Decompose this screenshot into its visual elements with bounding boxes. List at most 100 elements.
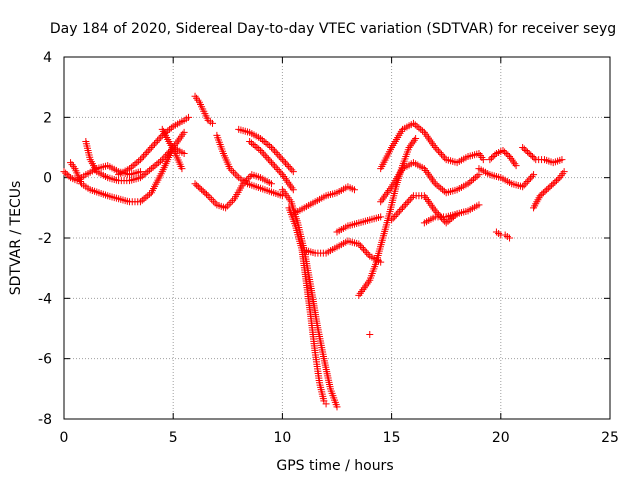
- data-point-marker: [409, 138, 417, 146]
- data-point-marker: [464, 180, 472, 188]
- data-point-marker: [413, 122, 421, 130]
- data-point-marker: [520, 145, 528, 153]
- data-point-marker: [280, 157, 288, 165]
- data-point-marker: [438, 150, 446, 158]
- data-point-marker: [543, 186, 551, 194]
- data-point-marker: [231, 170, 239, 178]
- data-point-marker: [264, 140, 272, 148]
- data-point-marker: [433, 209, 441, 217]
- data-point-marker: [504, 151, 512, 159]
- axis-ticks: 0 5 10 15 20 25 -8 -6 -4 -2 0 2 4: [38, 50, 619, 446]
- data-point-marker: [356, 242, 364, 250]
- data-point-marker: [127, 163, 135, 171]
- data-point-marker: [264, 155, 272, 163]
- data-point-marker: [208, 195, 216, 203]
- data-point-marker: [488, 154, 496, 162]
- data-point-marker: [135, 157, 143, 165]
- data-point-marker: [519, 183, 527, 191]
- data-point-marker: [527, 151, 535, 159]
- data-point-marker: [262, 139, 270, 147]
- data-point-marker: [322, 400, 330, 408]
- data-point-marker: [138, 154, 146, 162]
- data-point-marker: [196, 184, 204, 192]
- x-tick-label: 5: [169, 430, 178, 446]
- series-arc-13: [289, 183, 358, 218]
- data-point-marker: [350, 186, 358, 194]
- x-tick-label: 0: [60, 430, 69, 446]
- data-point-marker: [406, 142, 414, 150]
- data-point-marker: [275, 167, 283, 175]
- data-point-marker: [165, 149, 173, 157]
- data-point-marker: [507, 154, 515, 162]
- data-point-marker: [140, 152, 148, 160]
- data-point-marker: [180, 128, 188, 136]
- data-point-marker: [538, 190, 546, 198]
- data-point-marker: [403, 199, 411, 207]
- data-point-marker: [366, 331, 374, 339]
- data-point-marker: [222, 204, 230, 212]
- data-point-marker: [150, 140, 158, 148]
- data-point-marker: [63, 171, 71, 179]
- data-point-marker: [417, 125, 425, 133]
- y-tick-label: -6: [38, 352, 52, 368]
- data-point-marker: [204, 192, 212, 200]
- data-point-marker: [520, 181, 528, 189]
- data-point-marker: [389, 214, 397, 222]
- data-point-marker: [468, 177, 476, 185]
- data-point-marker: [133, 159, 141, 167]
- data-point-marker: [509, 158, 517, 166]
- data-point-marker: [258, 136, 266, 144]
- data-point-marker: [244, 174, 252, 182]
- data-point-marker: [147, 165, 155, 173]
- y-tick-label: 4: [43, 50, 52, 66]
- data-point-marker: [506, 153, 514, 161]
- data-point-marker: [156, 157, 164, 165]
- data-point-marker: [166, 125, 174, 133]
- data-point-marker: [491, 151, 499, 159]
- data-point-marker: [489, 153, 497, 161]
- data-point-marker: [434, 147, 442, 155]
- series-arc-24: [492, 228, 514, 242]
- data-point-marker: [146, 190, 154, 198]
- data-point-marker: [163, 150, 171, 158]
- data-point-marker: [363, 249, 371, 257]
- x-axis-label: GPS time / hours: [276, 458, 393, 474]
- data-point-marker: [146, 145, 154, 153]
- data-point-marker: [60, 168, 68, 176]
- data-point-marker: [267, 144, 275, 151]
- data-point-marker: [560, 168, 568, 176]
- data-point-marker: [470, 175, 477, 183]
- data-point-marker: [524, 148, 532, 156]
- data-point-marker: [142, 169, 150, 177]
- data-point-marker: [475, 171, 483, 179]
- series-arc-10: [246, 137, 297, 194]
- data-point-marker: [544, 184, 552, 192]
- data-point-marker: [263, 153, 271, 161]
- data-point-marker: [229, 168, 237, 176]
- data-point-marker: [228, 166, 236, 174]
- series-arc-8: [213, 131, 286, 200]
- data-point-marker: [136, 198, 144, 206]
- data-point-marker: [153, 160, 161, 168]
- data-point-marker: [225, 200, 233, 208]
- data-point-marker: [409, 119, 417, 127]
- data-point-marker: [144, 192, 152, 200]
- series-arc-19: [377, 159, 483, 206]
- series-arc-6: [191, 92, 217, 127]
- data-point-marker: [439, 186, 447, 194]
- data-point-marker: [442, 219, 450, 227]
- data-point-marker: [154, 137, 162, 145]
- data-point-marker: [140, 171, 148, 179]
- data-point-marker: [408, 193, 416, 201]
- data-point-marker: [65, 172, 73, 180]
- data-point-marker: [541, 187, 549, 195]
- data-point-marker: [523, 178, 531, 186]
- data-point-marker: [361, 247, 369, 255]
- data-point-marker: [415, 124, 423, 132]
- data-point-marker: [551, 178, 559, 186]
- data-point-marker: [333, 403, 341, 411]
- data-point-marker: [410, 136, 418, 144]
- data-point-marker: [260, 150, 268, 158]
